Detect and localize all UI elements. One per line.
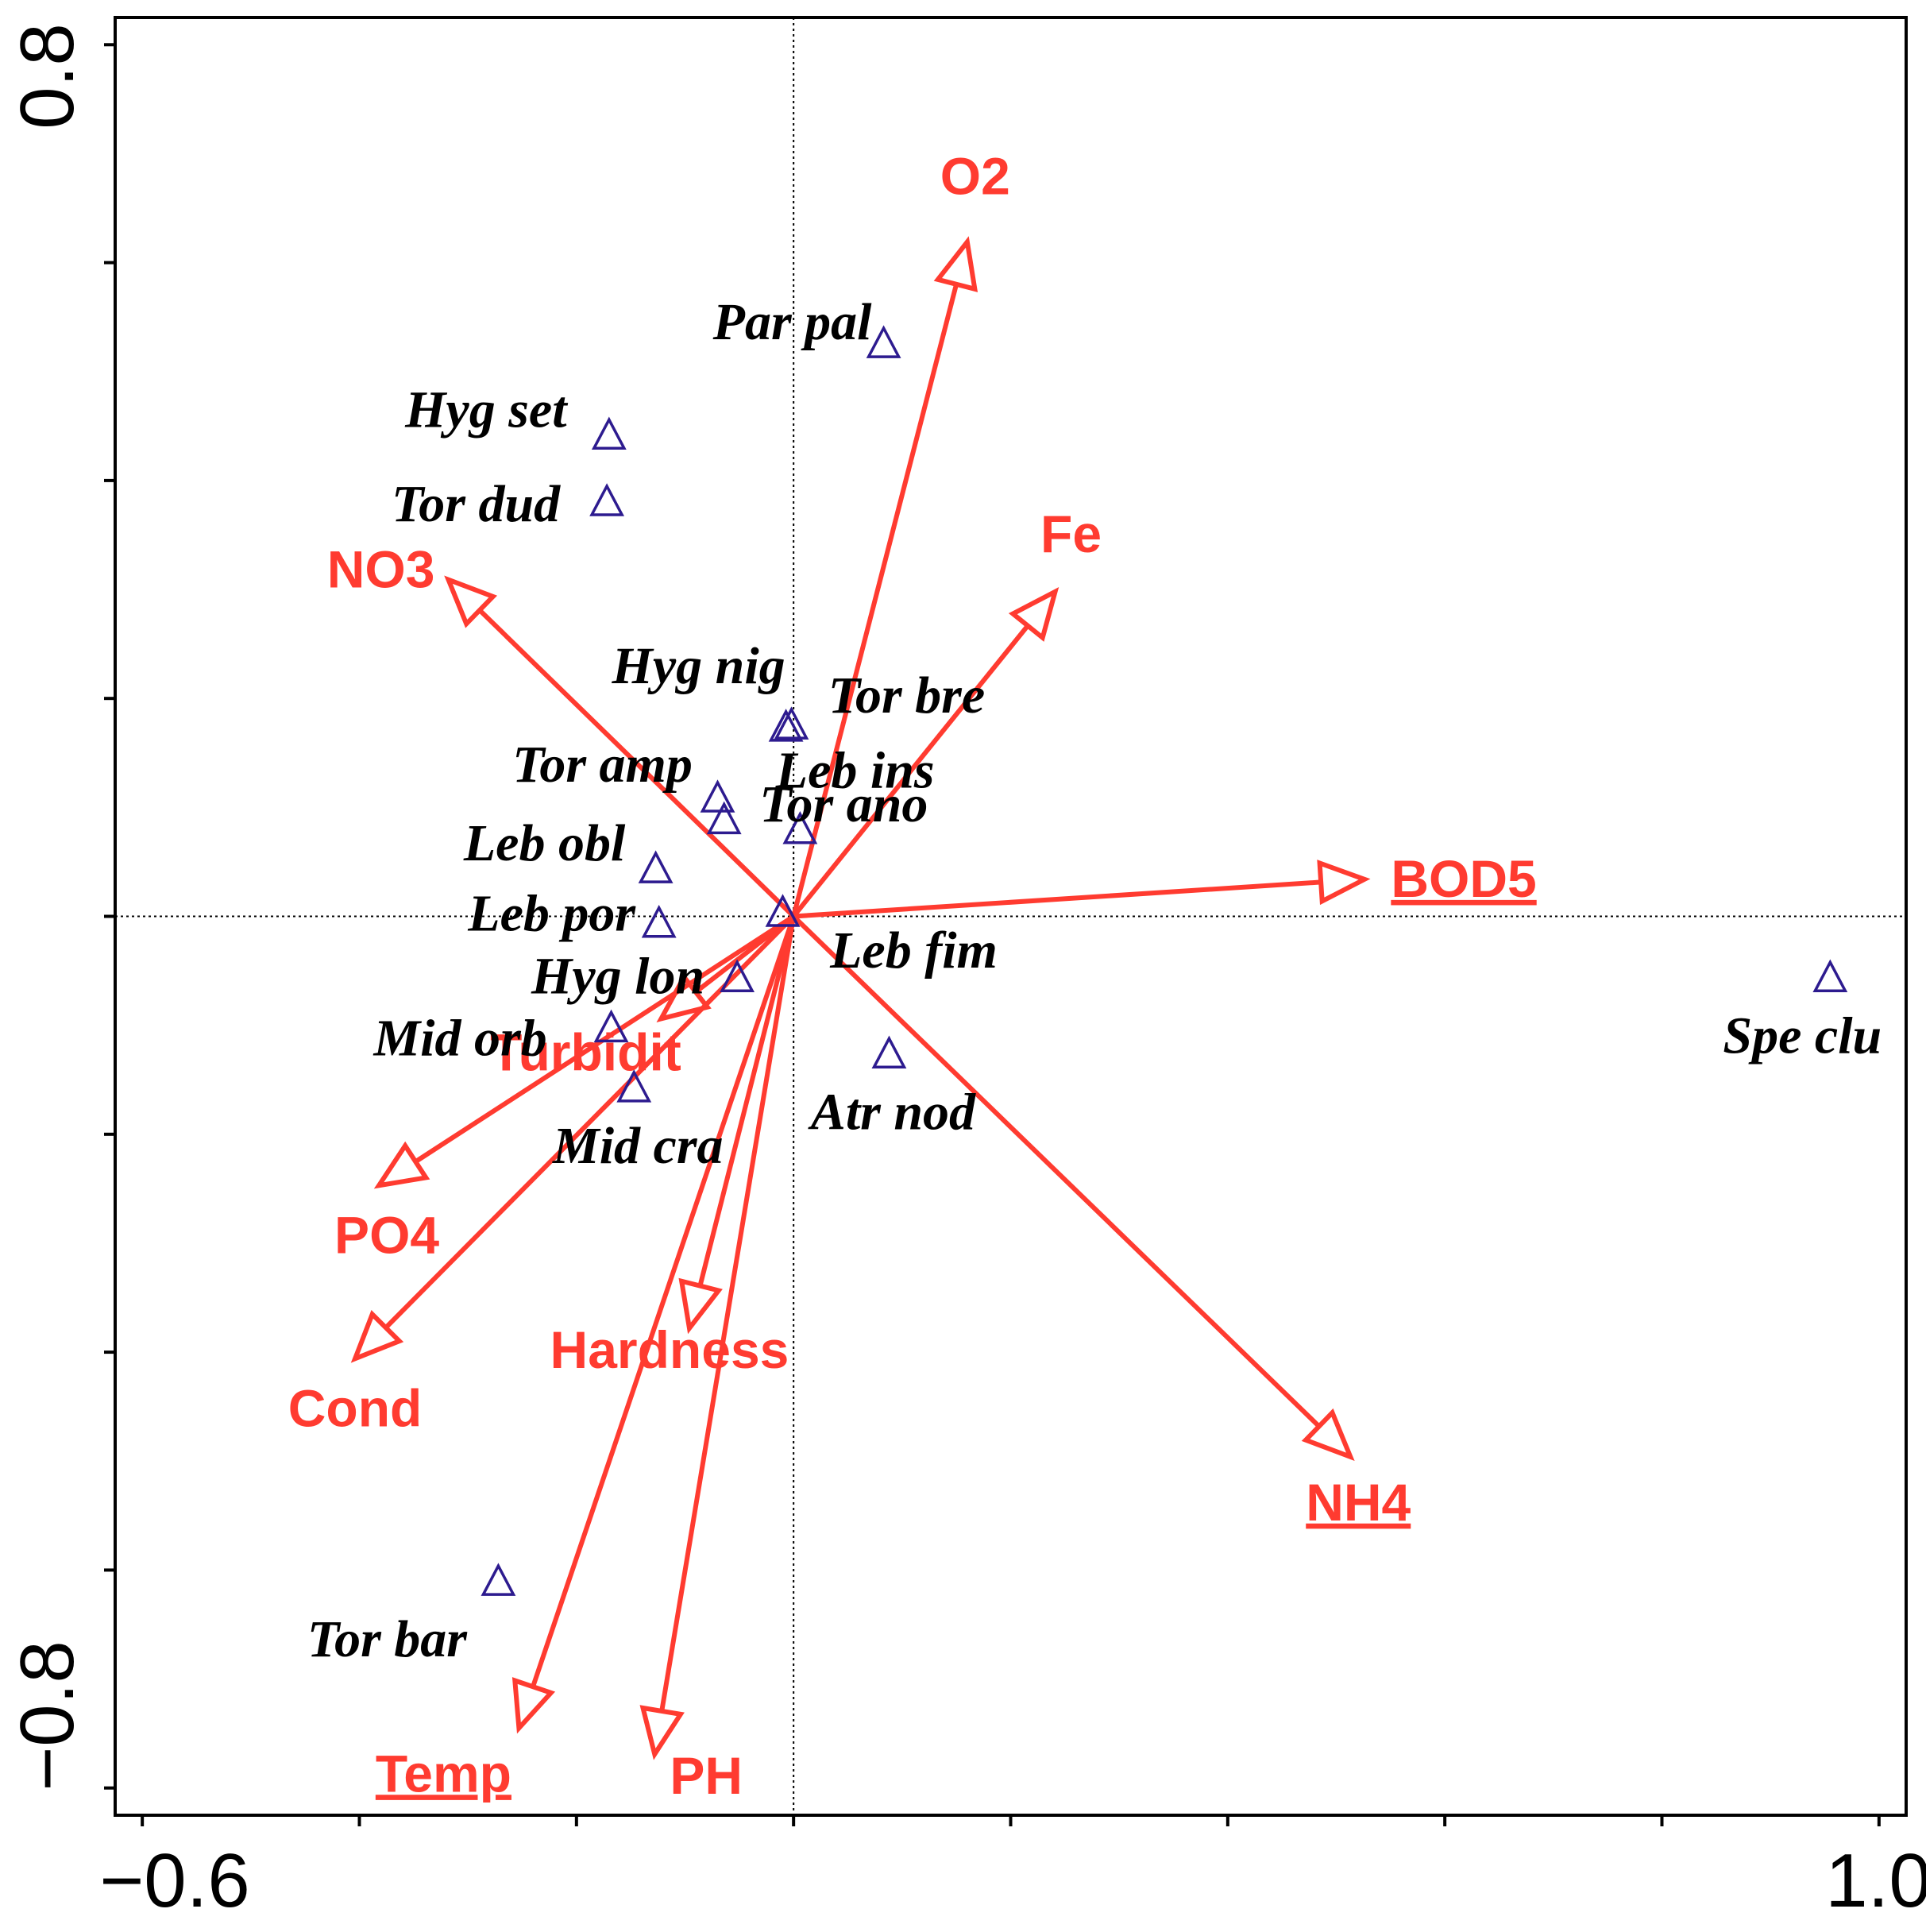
species-label-tor-bar: Tor bar <box>307 1610 468 1668</box>
species-label-tor-ano: Tor ano <box>759 775 928 833</box>
env-label-fe: Fe <box>1040 504 1102 563</box>
species-marker-tor-amp <box>700 779 735 813</box>
labels-layer: O2 Fe NO3 BOD5 NH4 Turbidit PO4 Cond Hardness Tem… <box>288 147 1882 1806</box>
x-tick-label-max: 1.0 <box>1825 1838 1926 1923</box>
arrow-shaft-bod5 <box>793 879 1322 919</box>
environment-arrows <box>350 236 1371 1760</box>
arrow-shaft-nh4 <box>792 914 1321 1428</box>
arrow-po4 <box>373 914 795 1189</box>
species-marker-par-pal <box>866 325 901 358</box>
arrow-shaft-po4 <box>414 914 795 1164</box>
arrow-head-no3 <box>444 575 498 628</box>
species-label-leb-fim: Leb fim <box>829 922 998 980</box>
arrow-head-hardness <box>678 1277 723 1335</box>
species-label-par-pal: Par pal <box>712 293 873 351</box>
species-label-leb-ins: Leb ins <box>775 741 935 799</box>
y-tick-label-max: 0.8 <box>5 23 90 129</box>
arrow-head-ph <box>639 1705 685 1760</box>
species-label-tor-bre: Tor bre <box>828 667 985 724</box>
arrow-temp <box>511 915 797 1734</box>
species-label-tor-dud: Tor dud <box>392 475 561 533</box>
arrow-head-temp <box>511 1677 556 1734</box>
arrow-fe <box>791 586 1059 918</box>
y-axis-ticks <box>104 43 115 1790</box>
arrow-head-bod5 <box>1317 860 1371 906</box>
species-label-hyg-lon: Hyg lon <box>531 947 704 1005</box>
arrow-o2 <box>791 236 978 918</box>
env-label-nh4: NH4 <box>1306 1473 1411 1532</box>
env-label-temp: Temp <box>376 1744 511 1803</box>
arrow-shaft-temp <box>531 915 797 1688</box>
arrow-head-nh4 <box>1301 1408 1355 1461</box>
env-label-o2: O2 <box>940 147 1010 206</box>
arrow-hardness <box>678 915 797 1335</box>
arrow-head-cond <box>350 1310 404 1363</box>
species-marker-hyg-set <box>591 416 627 450</box>
arrow-no3 <box>444 575 796 918</box>
x-axis-ticks <box>141 1815 1881 1826</box>
species-marker-leb-fim <box>765 894 801 927</box>
arrow-shaft-o2 <box>791 284 959 918</box>
species-marker-hyg-nig <box>768 709 804 742</box>
species-marker-hyg-lon <box>720 959 755 993</box>
x-tick-label-min: −0.6 <box>99 1838 250 1923</box>
arrow-head-turbidit <box>656 972 712 1023</box>
species-label-hyg-nig: Hyg nig <box>612 637 785 695</box>
arrow-shaft-ph <box>659 916 797 1712</box>
env-label-po4: PO4 <box>334 1205 439 1264</box>
species-label-spe-clu: Spe clu <box>1723 1007 1882 1065</box>
arrow-head-o2 <box>933 236 978 292</box>
species-label-tor-amp: Tor amp <box>512 736 693 794</box>
species-markers <box>481 325 1848 1596</box>
arrow-head-po4 <box>373 1141 430 1189</box>
env-label-turbidit: Turbidit <box>490 1022 681 1081</box>
species-label-leb-obl: Leb obl <box>463 814 626 872</box>
species-marker-tor-ano <box>782 811 818 844</box>
species-marker-mid-orb <box>593 1009 629 1043</box>
species-label-mid-orb: Mid orb <box>372 1009 546 1067</box>
species-label-hyg-set: Hyg set <box>404 381 568 439</box>
species-marker-leb-ins <box>706 801 742 835</box>
species-marker-mid-cra <box>616 1069 652 1103</box>
arrow-shaft-fe <box>791 624 1030 918</box>
env-label-hardness: Hardness <box>550 1320 789 1379</box>
y-tick-label-min: −0.8 <box>5 1640 90 1791</box>
species-label-leb-por: Leb por <box>467 885 636 943</box>
species-label-mid-cra: Mid cra <box>552 1117 724 1175</box>
env-label-ph: PH <box>670 1746 743 1805</box>
species-marker-tor-bar <box>481 1563 516 1596</box>
arrow-shaft-no3 <box>477 608 796 918</box>
arrow-ph <box>639 916 797 1760</box>
env-label-cond: Cond <box>288 1378 423 1437</box>
arrow-head-fe <box>1008 586 1059 642</box>
species-marker-leb-por <box>641 904 677 938</box>
env-label-no3: NO3 <box>327 540 435 599</box>
species-marker-tor-bre <box>774 706 809 740</box>
species-marker-spe-clu <box>1812 959 1848 993</box>
species-marker-atr-nod <box>871 1035 907 1069</box>
arrow-nh4 <box>792 914 1355 1461</box>
arrow-shaft-hardness <box>697 915 797 1287</box>
species-marker-leb-obl <box>638 850 674 883</box>
species-label-atr-nod: Atr nod <box>808 1083 976 1141</box>
env-label-bod5: BOD5 <box>1391 849 1536 908</box>
arrow-bod5 <box>793 860 1371 919</box>
species-marker-tor-dud <box>589 483 625 516</box>
